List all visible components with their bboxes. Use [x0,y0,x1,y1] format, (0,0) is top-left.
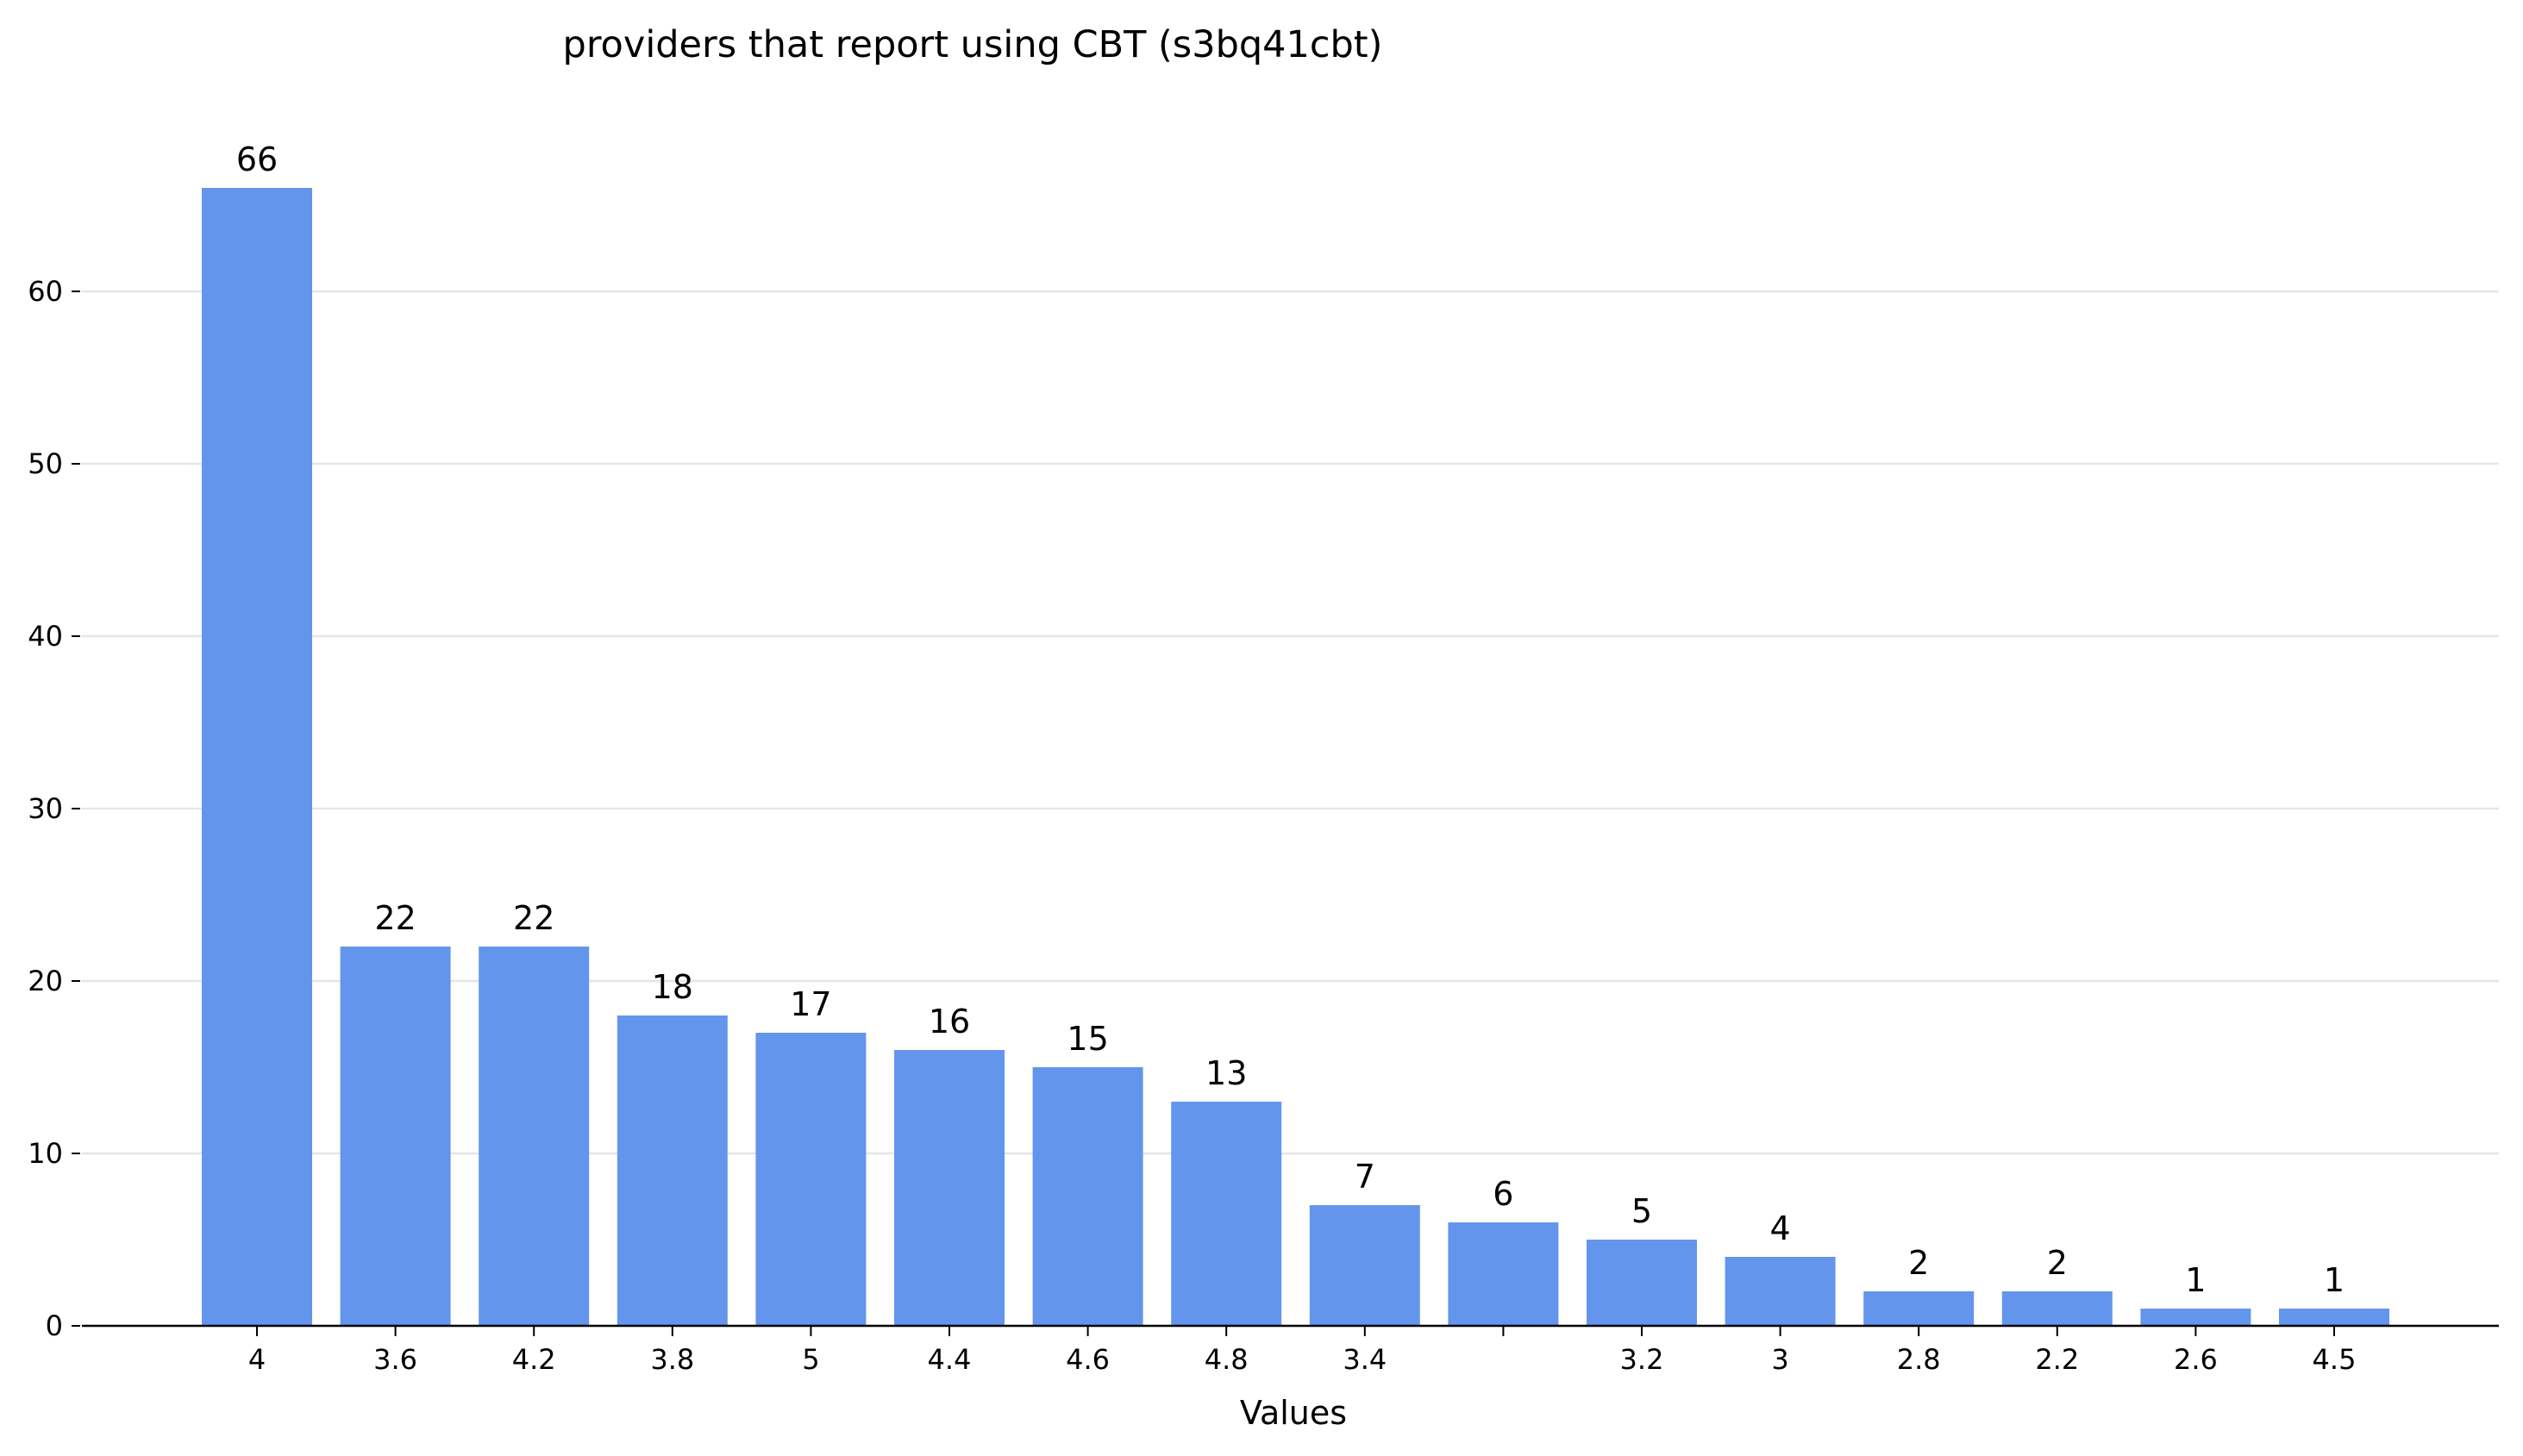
bar-value-label: 1 [2324,1261,2345,1299]
x-tick-label: 4.6 [1066,1343,1110,1376]
bar-value-label: 15 [1067,1020,1108,1058]
y-tick-label: 60 [28,275,63,308]
bar-value-label: 22 [374,899,416,937]
bar [1448,1222,1559,1326]
bar [2001,1291,2113,1326]
x-tick-label: 3.4 [1343,1343,1387,1376]
x-tick-label: 5 [802,1343,819,1376]
bar [1863,1291,1975,1326]
bar-value-label: 1 [2185,1261,2206,1299]
bar [1587,1240,1697,1326]
x-tick-label: 4 [248,1343,266,1376]
bar [755,1033,867,1326]
x-tick-label: 3.6 [373,1343,417,1376]
y-tick-label: 20 [28,965,63,997]
bar-value-label: 22 [513,899,554,937]
x-tick-label: 3.8 [650,1343,694,1376]
x-tick-label: 4.4 [928,1343,972,1376]
bar-value-label: 18 [652,968,693,1006]
bar-value-label: 13 [1205,1054,1247,1092]
x-axis-label: Values [1240,1394,1347,1432]
bars [202,188,2389,1326]
y-tick-label: 30 [28,792,63,825]
x-tick-label: 2.6 [2174,1343,2218,1376]
bar [1171,1102,1282,1326]
x-tick-label: 3.2 [1620,1343,1664,1376]
y-tick-label: 0 [46,1309,63,1342]
bar-value-label: 7 [1355,1158,1375,1196]
bar [479,947,590,1326]
bar [1309,1205,1420,1326]
x-tick-label: 3 [1771,1343,1788,1376]
x-tick-label: 4.2 [512,1343,556,1376]
bar [1032,1067,1143,1326]
bar-value-label: 2 [2047,1244,2068,1282]
bar [340,947,451,1326]
x-tick-label: 4.8 [1205,1343,1249,1376]
bar [2140,1309,2251,1326]
bar [1725,1257,1836,1326]
bar-value-label: 66 [236,141,278,178]
bar-value-label: 5 [1631,1192,1652,1230]
y-tick-label: 50 [28,447,63,480]
x-tick-label: 4.5 [2313,1343,2357,1376]
x-tick-label: 2.2 [2035,1343,2079,1376]
bar [617,1015,728,1326]
bar-value-label: 2 [1908,1244,1929,1282]
bar-value-label: 16 [929,1003,970,1040]
bar [894,1050,1005,1326]
chart-title: providers that report using CBT (s3bq41c… [563,23,1383,66]
bar-value-label: 17 [790,985,831,1023]
bar-value-label: 4 [1770,1209,1791,1247]
x-axis: 4 3.6 4.2 3.8 5 4.4 4.6 4.8 3.4 3.2 3 2.8 2.2 2.6 4.5 [82,1324,2499,1376]
x-tick-label: 2.8 [1897,1343,1941,1376]
bar-value-label: 6 [1493,1175,1513,1213]
y-tick-label: 10 [28,1137,63,1170]
y-tick-label: 40 [28,620,63,653]
bar [2279,1309,2389,1326]
bar [202,188,312,1326]
y-axis: 0 10 20 30 40 50 60 [28,275,80,1342]
